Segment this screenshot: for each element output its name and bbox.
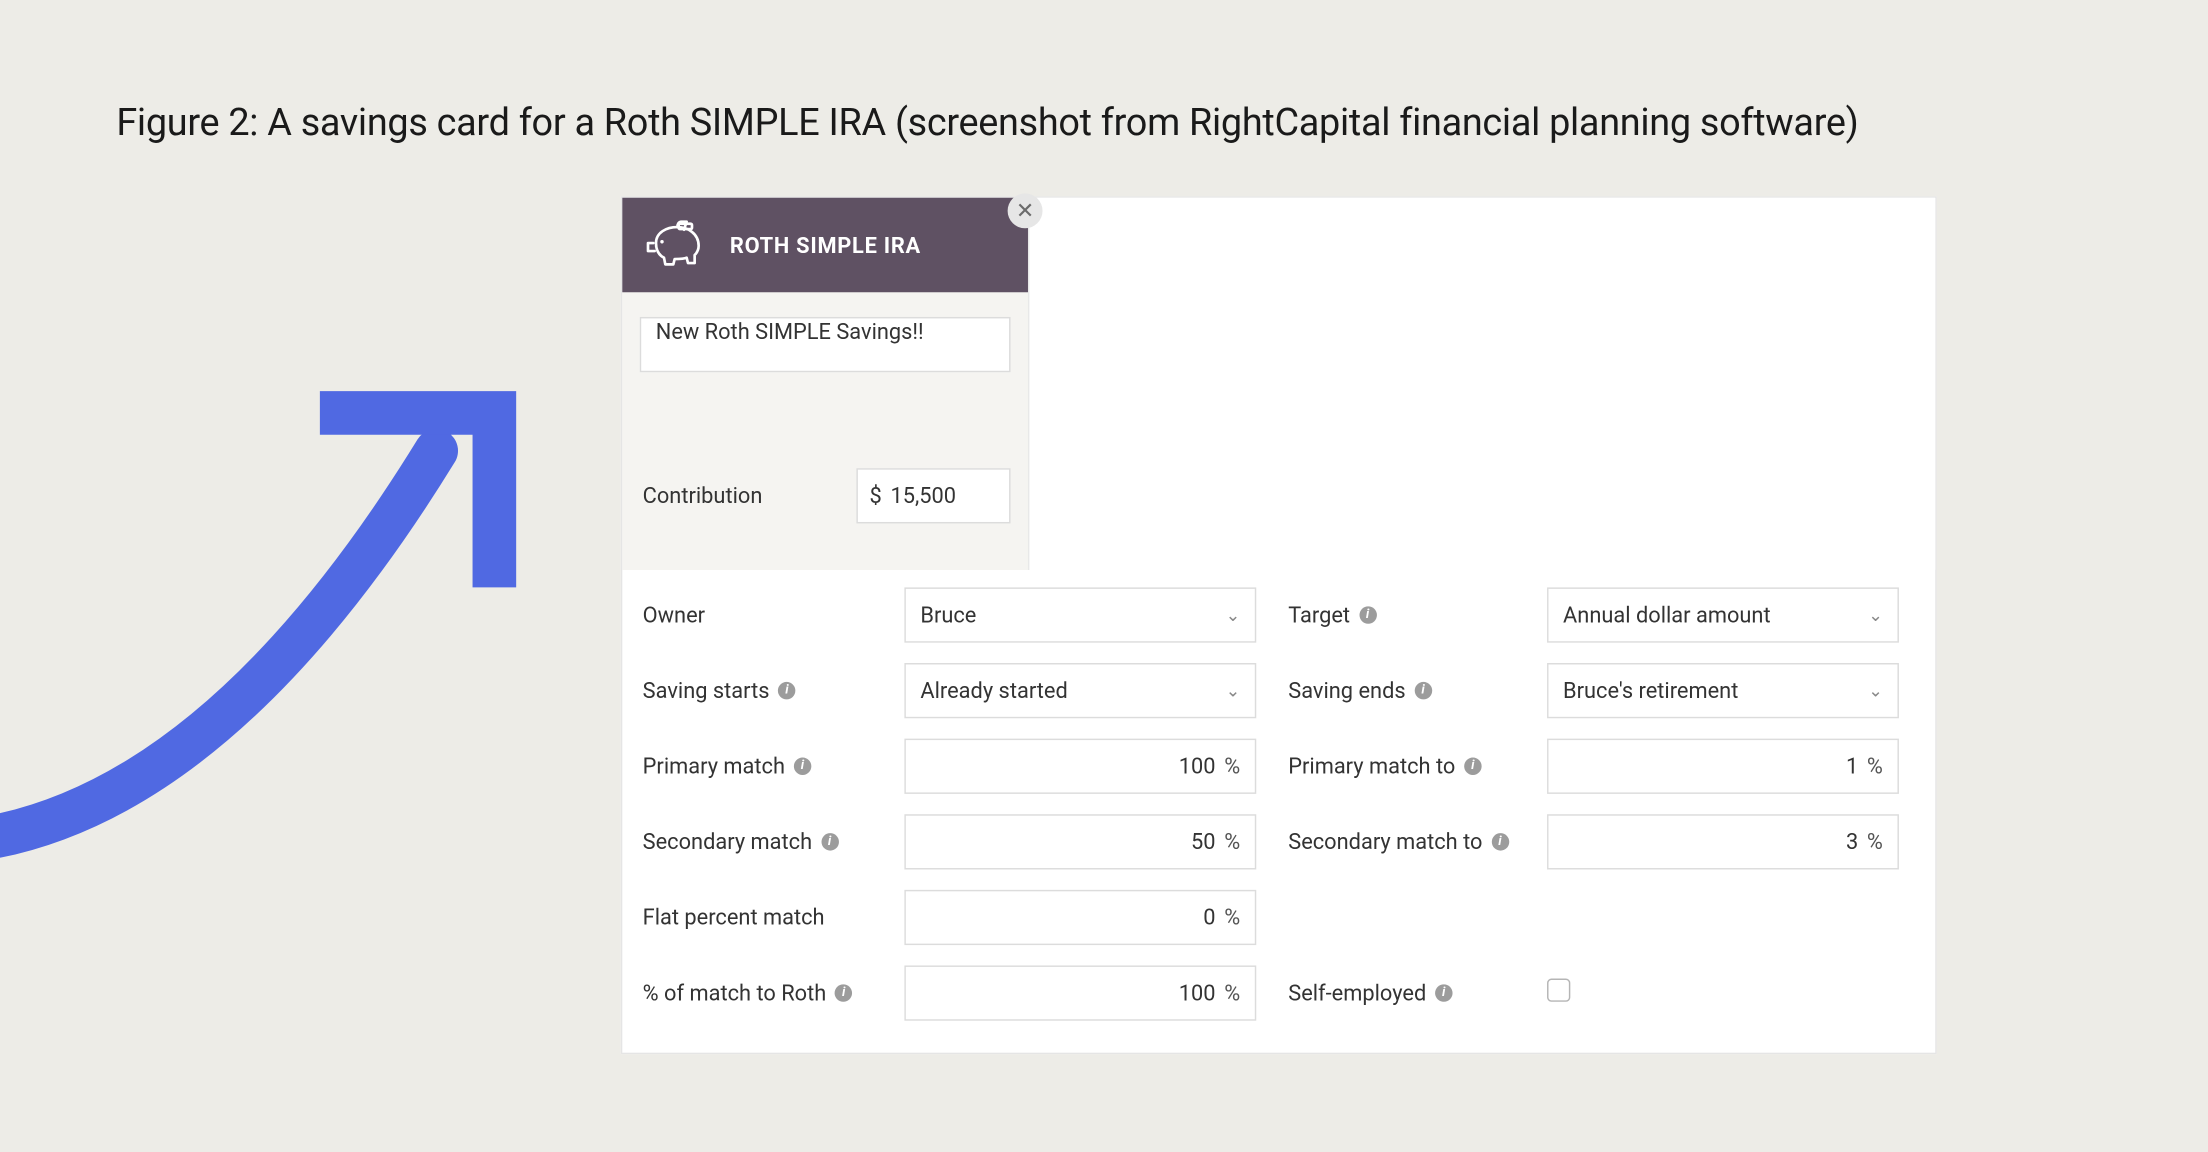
contribution-value: 15,500 <box>890 483 956 509</box>
info-icon[interactable]: i <box>1491 833 1508 850</box>
secondary-match-label: Secondary match i <box>643 829 905 855</box>
primary-match-input[interactable]: 100 % <box>904 739 1256 794</box>
target-value: Annual dollar amount <box>1563 602 1771 628</box>
self-employed-checkbox-wrap <box>1547 979 1899 1008</box>
flat-percent-match-label-text: Flat percent match <box>643 904 825 930</box>
secondary-match-input[interactable]: 50 % <box>904 814 1256 869</box>
secondary-match-to-label-text: Secondary match to <box>1288 829 1482 855</box>
primary-match-label: Primary match i <box>643 753 905 779</box>
primary-match-to-label: Primary match to i <box>1256 753 1547 779</box>
target-select[interactable]: Annual dollar amount ⌄ <box>1547 587 1899 642</box>
pct-match-to-roth-input[interactable]: 100 % <box>904 965 1256 1020</box>
secondary-match-to-label: Secondary match to i <box>1256 829 1547 855</box>
secondary-match-label-text: Secondary match <box>643 829 812 855</box>
info-icon[interactable]: i <box>835 984 852 1001</box>
contribution-input[interactable]: $ 15,500 <box>856 468 1010 523</box>
percent-unit: % <box>1224 980 1240 1006</box>
pct-match-to-roth-label-text: % of match to Roth <box>643 980 827 1006</box>
secondary-match-value: 50 <box>1191 829 1216 855</box>
saving-ends-label: Saving ends i <box>1256 678 1547 704</box>
percent-unit: % <box>1224 904 1240 930</box>
flat-percent-match-value: 0 <box>1203 904 1215 930</box>
secondary-match-to-value: 3 <box>1846 829 1858 855</box>
chevron-down-icon: ⌄ <box>1226 605 1241 625</box>
percent-unit: % <box>1224 829 1240 855</box>
chevron-down-icon: ⌄ <box>1868 605 1883 625</box>
owner-value: Bruce <box>920 602 976 628</box>
saving-starts-label-text: Saving starts <box>643 678 770 704</box>
primary-match-to-input[interactable]: 1 % <box>1547 739 1899 794</box>
target-label: Target i <box>1256 602 1547 628</box>
percent-unit: % <box>1224 753 1240 779</box>
percent-unit: % <box>1867 829 1883 855</box>
form-grid: Owner Bruce ⌄ Target i Annual dollar amo… <box>622 570 1935 1053</box>
owner-select[interactable]: Bruce ⌄ <box>904 587 1256 642</box>
info-icon[interactable]: i <box>1435 984 1452 1001</box>
primary-match-to-label-text: Primary match to <box>1288 753 1455 779</box>
close-icon: ✕ <box>1016 198 1034 224</box>
pct-match-to-roth-value: 100 <box>1179 980 1216 1006</box>
info-icon[interactable]: i <box>778 682 795 699</box>
primary-match-value: 100 <box>1179 753 1216 779</box>
close-button[interactable]: ✕ <box>1008 193 1043 228</box>
info-icon[interactable]: i <box>1359 606 1376 623</box>
savings-card: ROTH SIMPLE IRA New Roth SIMPLE Savings!… <box>621 196 1937 1054</box>
saving-starts-label: Saving starts i <box>643 678 905 704</box>
self-employed-label: Self-employed i <box>1256 980 1547 1006</box>
figure-caption: Figure 2: A savings card for a Roth SIMP… <box>116 102 1858 146</box>
pct-match-to-roth-label: % of match to Roth i <box>643 980 905 1006</box>
owner-label: Owner <box>643 602 905 628</box>
owner-label-text: Owner <box>643 602 705 628</box>
percent-unit: % <box>1867 753 1883 779</box>
info-icon[interactable]: i <box>1414 682 1431 699</box>
primary-match-label-text: Primary match <box>643 753 785 779</box>
contribution-label: Contribution <box>643 483 842 509</box>
chevron-down-icon: ⌄ <box>1226 680 1241 700</box>
self-employed-checkbox[interactable] <box>1547 979 1570 1002</box>
card-left-column: ROTH SIMPLE IRA New Roth SIMPLE Savings!… <box>622 198 1029 570</box>
chevron-down-icon: ⌄ <box>1868 680 1883 700</box>
saving-ends-select[interactable]: Bruce's retirement ⌄ <box>1547 663 1899 718</box>
target-label-text: Target <box>1288 602 1350 628</box>
info-icon[interactable]: i <box>794 758 811 775</box>
saving-starts-value: Already started <box>920 678 1067 704</box>
flat-percent-match-label: Flat percent match <box>643 904 905 930</box>
card-header: ROTH SIMPLE IRA <box>622 198 1028 293</box>
info-icon[interactable]: i <box>821 833 838 850</box>
saving-starts-select[interactable]: Already started ⌄ <box>904 663 1256 718</box>
info-icon[interactable]: i <box>1464 758 1481 775</box>
savings-name-input[interactable]: New Roth SIMPLE Savings!! <box>640 317 1011 372</box>
currency-symbol: $ <box>869 483 881 509</box>
saving-ends-label-text: Saving ends <box>1288 678 1405 704</box>
piggy-bank-icon <box>643 217 707 272</box>
decorative-arrow <box>0 364 523 858</box>
primary-match-to-value: 1 <box>1846 753 1858 779</box>
card-right-blank <box>1029 198 1935 570</box>
card-title: ROTH SIMPLE IRA <box>730 232 921 258</box>
secondary-match-to-input[interactable]: 3 % <box>1547 814 1899 869</box>
saving-ends-value: Bruce's retirement <box>1563 678 1738 704</box>
self-employed-label-text: Self-employed <box>1288 980 1426 1006</box>
flat-percent-match-input[interactable]: 0 % <box>904 890 1256 945</box>
